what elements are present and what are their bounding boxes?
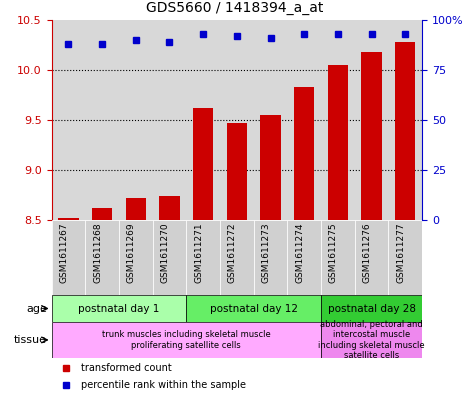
Text: trunk muscles including skeletal muscle
proliferating satellite cells: trunk muscles including skeletal muscle … bbox=[102, 330, 271, 350]
Text: GSM1611270: GSM1611270 bbox=[160, 222, 169, 283]
Bar bbox=[159, 196, 180, 220]
Bar bbox=[152, 220, 186, 295]
Bar bbox=[52, 322, 321, 358]
Text: tissue: tissue bbox=[14, 335, 47, 345]
Bar bbox=[220, 220, 254, 295]
Bar bbox=[186, 220, 220, 295]
Text: GSM1611272: GSM1611272 bbox=[228, 222, 237, 283]
Bar bbox=[254, 220, 287, 295]
Text: postnatal day 28: postnatal day 28 bbox=[327, 303, 416, 314]
Text: postnatal day 12: postnatal day 12 bbox=[210, 303, 298, 314]
Text: GSM1611269: GSM1611269 bbox=[127, 222, 136, 283]
Text: GSM1611273: GSM1611273 bbox=[262, 222, 271, 283]
Bar bbox=[85, 220, 119, 295]
Bar bbox=[328, 65, 348, 220]
Bar bbox=[355, 220, 388, 295]
Text: GSM1611271: GSM1611271 bbox=[194, 222, 203, 283]
Text: postnatal day 1: postnatal day 1 bbox=[78, 303, 159, 314]
Bar bbox=[321, 322, 422, 358]
Text: GSM1611267: GSM1611267 bbox=[60, 222, 68, 283]
Text: GSM1611275: GSM1611275 bbox=[329, 222, 338, 283]
Bar bbox=[186, 295, 321, 322]
Text: abdominal, pectoral and
intercostal muscle
including skeletal muscle
satellite c: abdominal, pectoral and intercostal musc… bbox=[318, 320, 425, 360]
Bar bbox=[395, 42, 416, 220]
Text: GSM1611274: GSM1611274 bbox=[295, 222, 304, 283]
Bar bbox=[388, 220, 422, 295]
Bar bbox=[321, 295, 422, 322]
Text: percentile rank within the sample: percentile rank within the sample bbox=[81, 380, 246, 390]
Text: transformed count: transformed count bbox=[81, 362, 172, 373]
Bar bbox=[321, 220, 355, 295]
Bar bbox=[58, 218, 78, 220]
Text: GSM1611276: GSM1611276 bbox=[363, 222, 371, 283]
Text: GSM1611277: GSM1611277 bbox=[396, 222, 405, 283]
Text: age: age bbox=[26, 303, 47, 314]
Bar bbox=[52, 220, 85, 295]
Bar bbox=[52, 295, 186, 322]
Bar bbox=[227, 123, 247, 220]
Bar bbox=[119, 220, 152, 295]
Bar bbox=[260, 115, 280, 220]
Bar bbox=[193, 108, 213, 220]
Bar bbox=[294, 87, 314, 220]
Bar bbox=[362, 52, 382, 220]
Bar bbox=[126, 198, 146, 220]
Text: GSM1611268: GSM1611268 bbox=[93, 222, 102, 283]
Bar bbox=[92, 208, 112, 220]
Text: GDS5660 / 1418394_a_at: GDS5660 / 1418394_a_at bbox=[146, 1, 323, 15]
Bar bbox=[287, 220, 321, 295]
